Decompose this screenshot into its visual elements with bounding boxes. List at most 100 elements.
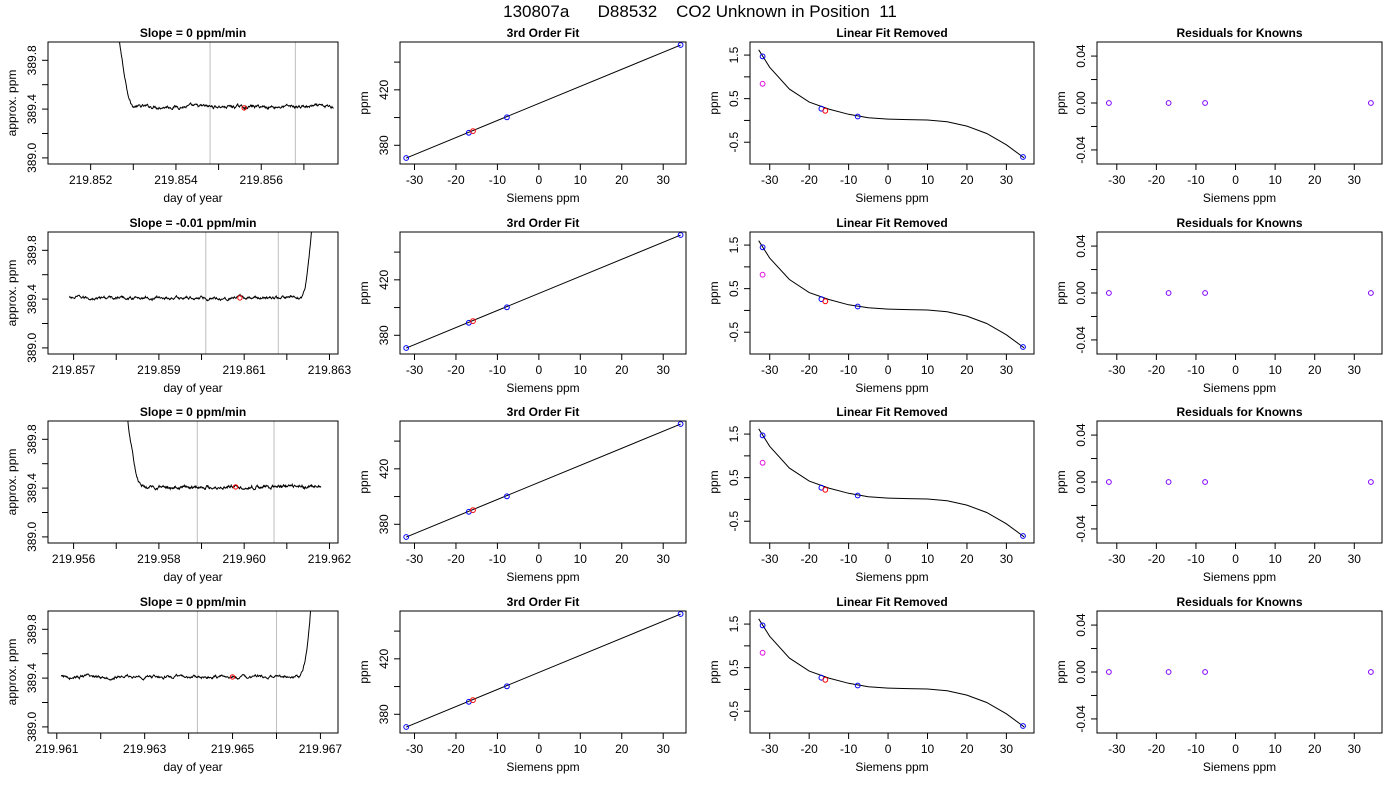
panel-r2-c1-xtick-label: -20 (447, 552, 465, 566)
panel-r2-c3-ytick-label: 0.04 (1074, 423, 1088, 447)
panel-r2-c1-ytick-label: 420 (377, 458, 391, 478)
panel-r2-c1-ytick-label: 380 (377, 514, 391, 534)
panel-r2-c1-xtick-label: -30 (406, 552, 424, 566)
panel-r3-c0-ytick-label: 389.0 (25, 712, 39, 742)
panel-r0-c0-frame (47, 41, 339, 165)
panel-r2-c0-ytick-label: 389.8 (25, 424, 39, 454)
panel-r0-c1-blue-point (677, 42, 684, 48)
panel-r3-c1-xtick-label: -10 (489, 742, 507, 756)
panel-r2-c3-ylabel: ppm (1054, 470, 1068, 493)
panel-r3-c1-blue-point (504, 683, 510, 690)
panel-r1-c3-xtick-label: 30 (1348, 363, 1362, 377)
panel-r1-c1-red-point (470, 318, 476, 325)
panel-r3-c2-magenta-point (759, 649, 766, 656)
panel-r3-c1-xtick-label: 20 (615, 742, 629, 756)
panel-r0-c0: Slope = 0 ppm/min day of year approx. ppm 2… (5, 26, 339, 205)
panel-r1-c3-ytick-label: -0.04 (1074, 326, 1088, 354)
panel-r1-c3-xtick-label: -20 (1148, 363, 1166, 377)
panel-r0-c3-xtick-label: -30 (1108, 173, 1126, 187)
panel-r0-c3-purple-point (1368, 100, 1374, 106)
panel-r3-c1-xtick-label: 10 (574, 742, 588, 756)
panel-r0-c0-xtick-label: 219.852 (69, 173, 113, 187)
panel-r1-c3-purple-point (1165, 290, 1172, 296)
panel-r0-c3-xtick-label: 0 (1232, 173, 1239, 187)
panel-r3-c2-xtick-label: 30 (1000, 742, 1014, 756)
panel-r3-c3-xtick-label: 0 (1232, 742, 1239, 756)
panel-r1-c1-xtick-label: -30 (406, 363, 424, 377)
panel-r3-c3-xtick-label: -30 (1108, 742, 1126, 756)
panel-r1-c0-xlabel: day of year (163, 381, 222, 395)
panel-r0-c3-xtick-label: 10 (1268, 173, 1282, 187)
panel-r0-c1-plot-area (403, 42, 684, 161)
panel-r1-c0-marker-point (237, 295, 243, 301)
panel-r0-c2-xtick-label: 10 (921, 173, 935, 187)
panel-r0-c2-xtick-label: 30 (1000, 173, 1014, 187)
panel-r1-c0-title: Slope = -0.01 ppm/min (129, 216, 256, 230)
panel-r3-c2-ytick-label: 1.5 (727, 615, 741, 632)
panel-r0-c2-xlabel: Siemens ppm (855, 191, 928, 205)
panel-r1-c3-purple-point (1202, 290, 1208, 296)
panel-r1-c2-xtick-label: -30 (761, 363, 779, 377)
panel-r3-c2-xtick-label: -20 (800, 742, 818, 756)
panel-r3-c2: Linear Fit Removed Siemens ppm ppm -30 -20 -1… (707, 595, 1035, 774)
panel-r3-c2-red-point (822, 676, 829, 683)
panel-r2-c3-xtick-label: 10 (1268, 552, 1282, 566)
panel-r2-c2-xtick-label: -30 (761, 552, 779, 566)
panel-r1-c3-xtick-label: -30 (1108, 363, 1126, 377)
panel-r2-c3: Residuals for Knowns Siemens ppm ppm -30 -20… (1054, 405, 1383, 584)
panel-r3-c2-ylabel: ppm (707, 660, 721, 683)
panel-r3-c3-xlabel: Siemens ppm (1203, 760, 1276, 774)
panel-r1-c1-fit-line (406, 234, 681, 349)
panel-r3-c1-xtick-label: -30 (406, 742, 424, 756)
panel-r3-c3-xtick-label: -20 (1148, 742, 1166, 756)
panel-r0-c2-xtick-label: -30 (761, 173, 779, 187)
panel-r0-c2-plot-area (758, 49, 1026, 160)
panel-r1-c2-frame (749, 231, 1035, 355)
panel-r0-c3-xlabel: Siemens ppm (1203, 191, 1276, 205)
panel-r2-c3-xlabel: Siemens ppm (1203, 570, 1276, 584)
panel-r2-c1-ylabel: ppm (357, 470, 371, 493)
panel-r0-c2-title: Linear Fit Removed (836, 26, 947, 40)
panel-r1-c3-xtick-label: 20 (1308, 363, 1322, 377)
panel-r0-c0-title: Slope = 0 ppm/min (140, 26, 246, 40)
panel-r0-c1-xtick-label: 0 (536, 173, 543, 187)
panel-r3-c2-plot-area (758, 618, 1026, 729)
panel-r3-c3-frame (1096, 610, 1383, 734)
panel-r0-c2-xtick-label: 20 (960, 173, 974, 187)
panel-r1-c1-xtick-label: 30 (657, 363, 671, 377)
panel-r1-c1-xtick-label: 10 (574, 363, 588, 377)
panel-r2-c2-plot-area (758, 428, 1026, 539)
panel-r0-c3-title: Residuals for Knowns (1176, 26, 1302, 40)
panel-r0-c2-xtick-label: 0 (885, 173, 892, 187)
panel-r1-c2-fit-curve (758, 240, 1025, 349)
panel-r0-c2-fit-curve (758, 49, 1025, 159)
panel-r1-c2-magenta-point (759, 271, 766, 278)
panel-r3-c0-plot-area (60, 611, 312, 733)
panel-r1-c0: Slope = -0.01 ppm/min day of year approx. … (5, 216, 351, 395)
panel-r2-c1-blue-point (504, 493, 510, 500)
panel-r2-c0: Slope = 0 ppm/min day of year approx. ppm 2… (5, 405, 351, 584)
panel-r2-c2-xlabel: Siemens ppm (855, 570, 928, 584)
panel-r1-c2-blue-point (1020, 344, 1026, 350)
panel-r3-c1-ytick-label: 380 (377, 704, 391, 724)
panel-r1-c2-ytick-label: 1.5 (727, 236, 741, 253)
panel-r1-c1-blue-point (403, 345, 410, 351)
panel-r2-c2-ytick-label: 1.5 (727, 425, 741, 442)
panel-r1-c1-xtick-label: -10 (489, 363, 507, 377)
panel-r3-c2-title: Linear Fit Removed (836, 595, 947, 609)
panel-r0-c0-ytick-label: 389.4 (25, 94, 39, 124)
panel-r3-c0-ylabel: approx. ppm (5, 639, 19, 706)
panel-r3-c3-ytick-label: 0.00 (1074, 660, 1088, 684)
panel-r2-c0-xtick-label: 219.958 (137, 552, 181, 566)
panel-r0-c2-frame (749, 41, 1035, 165)
panel-r3-c3-purple-point (1202, 669, 1208, 675)
panel-r1-c3-purple-point (1368, 290, 1374, 296)
panel-r0-c1-ytick-label: 380 (377, 135, 391, 155)
panel-r1-c1-ylabel: ppm (357, 281, 371, 304)
panel-r3-c0-ytick-label: 389.4 (25, 663, 39, 693)
panel-r3-c1-ytick-label: 420 (377, 648, 391, 668)
panel-r0-c2-ytick-label: 0.5 (727, 90, 741, 107)
panel-r2-c0-plot-area (127, 421, 322, 543)
panel-r0-c3-purple-point (1106, 100, 1112, 106)
panel-r1-c3-ytick-label: 0.04 (1074, 234, 1088, 258)
